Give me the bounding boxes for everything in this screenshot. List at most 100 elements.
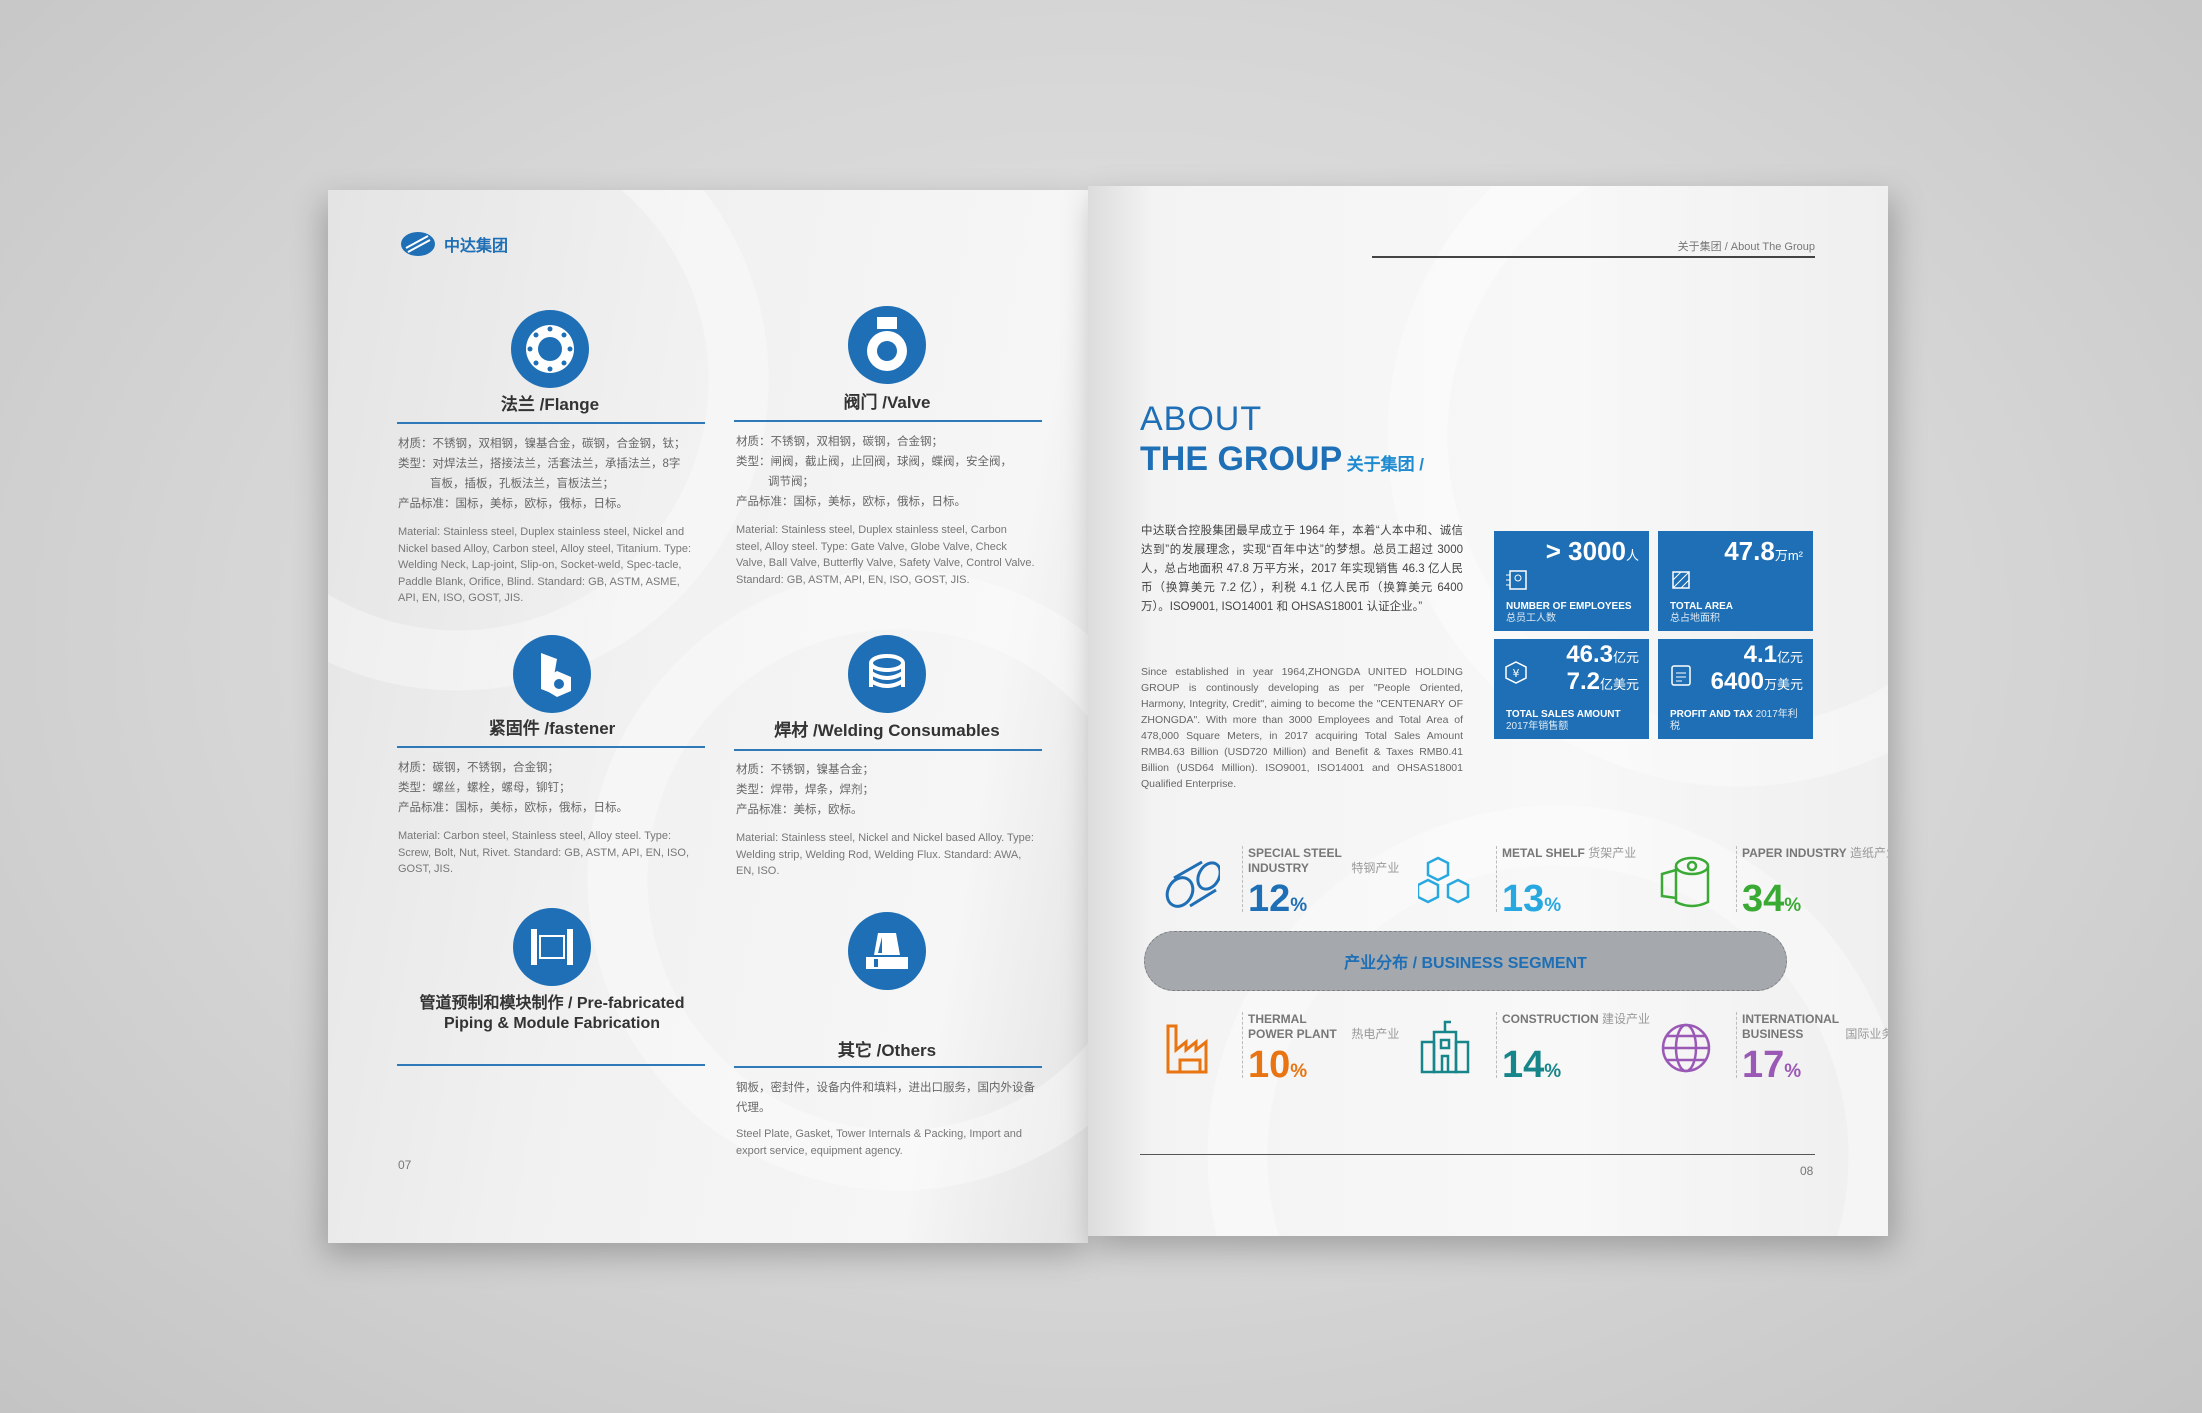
text-line: 钢板，密封件，设备内件和填料，进出口服务，国内外设备代理。 bbox=[736, 1082, 1035, 1114]
product-title: 阀门 /Valve bbox=[843, 393, 931, 412]
segment-name-en: CONSTRUCTION bbox=[1502, 1012, 1599, 1026]
percent-value: 14 bbox=[1502, 1044, 1545, 1086]
stat-value: 46.3 bbox=[1566, 641, 1613, 668]
segment-name-en: METAL SHELF bbox=[1502, 846, 1585, 860]
product-title: 法兰 /Flange bbox=[500, 395, 600, 414]
segment-name-en: THERMAL POWER PLANT bbox=[1248, 1012, 1337, 1041]
separator bbox=[1242, 1012, 1243, 1078]
separator bbox=[1496, 846, 1497, 912]
product-desc-cn: 材质：碳钢，不锈钢，合金钢； 类型：螺丝，螺栓，螺母，铆钉； 产品标准：国标，美… bbox=[398, 758, 718, 818]
fastener-icon bbox=[513, 635, 591, 713]
text-line: 材质：不锈钢，双相钢，镍基合金，碳钢，合金钢，钛； bbox=[398, 438, 686, 450]
product-desc-cn: 材质：不锈钢，双相钢，碳钢，合金钢； 类型：闸阀，截止阀，止回阀，球阀，蝶阀，安… bbox=[736, 432, 1056, 512]
stat-value: 4.1 bbox=[1743, 641, 1777, 668]
factory-icon bbox=[1166, 1024, 1208, 1074]
stat-label-cn: 总员工人数 bbox=[1506, 613, 1556, 624]
stat-unit: 亿元 bbox=[1776, 650, 1803, 665]
text-line: 类型：螺丝，螺栓，螺母，铆钉； bbox=[398, 782, 571, 794]
logo-text: 中达集团 bbox=[444, 238, 509, 255]
segment-factory: THERMAL POWER PLANT 热电产业 10% bbox=[1164, 1012, 1399, 1086]
segment-name: METAL SHELF 货架产业 bbox=[1502, 846, 1636, 861]
title-group: THE GROUP 关于集团 / bbox=[1140, 440, 1424, 485]
percent-value: 17 bbox=[1742, 1044, 1785, 1086]
stat-label: PROFIT AND TAX bbox=[1670, 709, 1753, 720]
text-line: 产品标准：国标，美标，欧标，俄标，日标。 bbox=[398, 498, 628, 510]
separator bbox=[1242, 846, 1243, 912]
stat-label-cn: 2017年利税 bbox=[1670, 709, 1798, 732]
separator bbox=[1736, 1012, 1737, 1078]
segment-name-cn: 热电产业 bbox=[1351, 1027, 1400, 1041]
page-number: 08 bbox=[1800, 1164, 1814, 1178]
segment-name: INTERNATIONAL BUSINESS 国际业务 bbox=[1742, 1012, 1888, 1042]
building-icon bbox=[1420, 1020, 1470, 1074]
segment-name: THERMAL POWER PLANT 热电产业 bbox=[1248, 1012, 1399, 1042]
segment-name-en: SPECIAL STEEL INDUSTRY bbox=[1248, 846, 1342, 875]
title-about: ABOUT bbox=[1140, 400, 1263, 438]
segment-name-en: PAPER INDUSTRY bbox=[1742, 846, 1847, 860]
divider bbox=[734, 1066, 1042, 1068]
product-desc-cn: 钢板，密封件，设备内件和填料，进出口服务，国内外设备代理。 bbox=[736, 1078, 1036, 1118]
company-logo: 中达集团 bbox=[398, 228, 508, 260]
cubes-icon bbox=[1418, 856, 1470, 904]
text-line: 类型：闸阀，截止阀，止回阀，球阀，蝶阀，安全阀， bbox=[736, 456, 1012, 468]
text-line: 产品标准：国标，美标，欧标，俄标，日标。 bbox=[398, 802, 628, 814]
segment-name-cn: 建设产业 bbox=[1602, 1012, 1651, 1026]
divider bbox=[397, 746, 705, 748]
text-line: 类型：焊带，焊条，焊剂； bbox=[736, 784, 874, 796]
stat-label: NUMBER OF EMPLOYEES bbox=[1506, 601, 1632, 612]
text-line: 材质：碳钢，不锈钢，合金钢； bbox=[398, 762, 559, 774]
segment-name-cn: 造纸产业 bbox=[1850, 846, 1888, 860]
text-line: 产品标准：美标，欧标。 bbox=[736, 804, 863, 816]
segment-percent: 12% bbox=[1248, 878, 1308, 920]
product-title: 焊材 /Welding Consumables bbox=[774, 721, 1000, 740]
segment-name: CONSTRUCTION 建设产业 bbox=[1502, 1012, 1650, 1027]
segment-name-en: INTERNATIONAL BUSINESS bbox=[1742, 1012, 1839, 1041]
product-title: 紧固件 /fastener bbox=[488, 719, 616, 738]
product-desc-en: Material: Stainless steel, Nickel and Ni… bbox=[736, 832, 1034, 877]
separator bbox=[1496, 1012, 1497, 1078]
segment-cubes: METAL SHELF 货架产业 13% bbox=[1418, 846, 1638, 920]
stat-value-usd: 6400 bbox=[1710, 668, 1764, 695]
stat-label: TOTAL AREA bbox=[1670, 601, 1733, 612]
stat-unit-usd: 亿美元 bbox=[1599, 677, 1639, 692]
stat-label: TOTAL SALES AMOUNT bbox=[1506, 709, 1621, 720]
segment-paper-roll: PAPER INDUSTRY 造纸产业 34% bbox=[1658, 846, 1888, 920]
footer-rule bbox=[1140, 1154, 1815, 1155]
segment-globe: INTERNATIONAL BUSINESS 国际业务 17% bbox=[1658, 1012, 1888, 1086]
intro-cn: 中达联合控股集团最早成立于 1964 年，本着“人本中和、诚信达到”的发展理念，… bbox=[1141, 525, 1463, 613]
stat-profit: 4.1亿元 6400万美元 PROFIT AND TAX 2017年利税 bbox=[1658, 639, 1813, 739]
product-desc-en: Material: Carbon steel, Stainless steel,… bbox=[398, 830, 689, 875]
segment-percent: 14% bbox=[1502, 1044, 1562, 1086]
page-header: 关于集团 / About The Group bbox=[1677, 241, 1815, 253]
stat-employees: > 3000人 NUMBER OF EMPLOYEES 总员工人数 bbox=[1494, 531, 1649, 631]
product-title: 管道预制和模块制作 / Pre-fabricated Piping & Modu… bbox=[419, 995, 685, 1032]
percent-value: 34 bbox=[1742, 878, 1785, 920]
globe-icon bbox=[1661, 1023, 1711, 1073]
others-icon bbox=[848, 912, 926, 990]
area-icon bbox=[1672, 571, 1690, 589]
percent-value: 13 bbox=[1502, 878, 1545, 920]
employees-icon bbox=[1506, 570, 1527, 590]
clipboard-icon bbox=[1671, 665, 1691, 686]
product-desc-en: Steel Plate, Gasket, Tower Internals & P… bbox=[736, 1128, 1022, 1157]
divider bbox=[734, 420, 1042, 422]
page-number: 07 bbox=[398, 1158, 412, 1172]
stat-label-cn: 总占地面积 bbox=[1670, 613, 1720, 624]
product-desc-cn: 材质：不锈钢，双相钢，镍基合金，碳钢，合金钢，钛； 类型：对焊法兰，搭接法兰，活… bbox=[398, 434, 718, 514]
stat-label-cn: 2017年销售额 bbox=[1506, 721, 1569, 732]
stat-area: 47.8万m² TOTAL AREA 总占地面积 bbox=[1658, 531, 1813, 631]
segment-percent: 34% bbox=[1742, 878, 1802, 920]
percent-value: 12 bbox=[1248, 878, 1291, 920]
text-line: 盲板，插板，孔板法兰，盲板法兰； bbox=[430, 478, 614, 490]
segment-name-cn: 国际业务 bbox=[1845, 1027, 1888, 1041]
segment-percent: 10% bbox=[1248, 1044, 1308, 1086]
svg-text:¥: ¥ bbox=[1513, 667, 1520, 680]
yuan-badge-icon: ¥ bbox=[1505, 661, 1527, 684]
text-line: 调节阀； bbox=[768, 476, 814, 488]
steel-bar-icon bbox=[1165, 860, 1220, 908]
paper-roll-icon bbox=[1660, 856, 1710, 908]
product-desc-cn: 材质：不锈钢，镍基合金； 类型：焊带，焊条，焊剂； 产品标准：美标，欧标。 bbox=[736, 760, 1056, 820]
title-group-text: THE GROUP bbox=[1140, 440, 1343, 478]
text-line: 类型：对焊法兰，搭接法兰，活套法兰，承插法兰，8字 bbox=[398, 458, 681, 470]
segment-name-cn: 特钢产业 bbox=[1351, 861, 1400, 875]
